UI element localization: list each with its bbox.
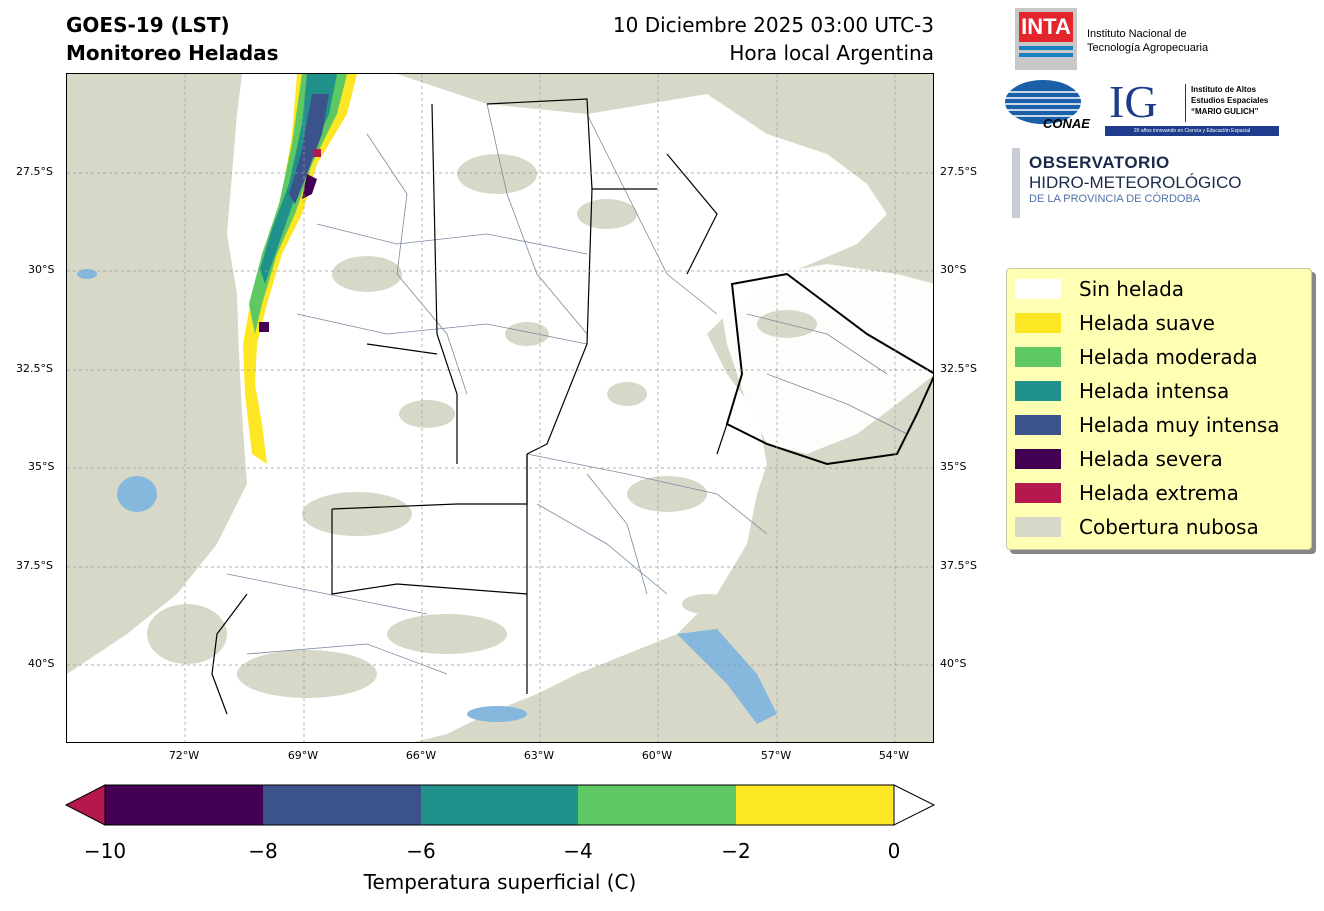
inta-mark: INTA <box>1019 12 1073 42</box>
lat-tick-right: 30°S <box>940 263 967 276</box>
lat-tick-right: 40°S <box>940 657 967 670</box>
ig-logo: IG Instituto de Altos Estudios Espaciale… <box>1105 76 1279 136</box>
legend-swatch <box>1015 449 1061 469</box>
cloud-patches <box>147 154 817 698</box>
colorbar-segment <box>578 785 736 825</box>
colorbar-tick: −6 <box>406 839 436 863</box>
observatorio-bar <box>1012 148 1020 218</box>
legend-swatch <box>1015 483 1061 503</box>
legend-swatch <box>1015 347 1061 367</box>
date-line1: 10 Diciembre 2025 03:00 UTC-3 <box>612 13 934 37</box>
ig-mark: IG <box>1109 76 1158 127</box>
observatorio-line3: DE LA PROVINCIA DE CÓRDOBA <box>1029 193 1201 205</box>
colorbar-tick: −4 <box>563 839 593 863</box>
legend-item: Helada suave <box>1015 311 1215 335</box>
inta-name-line2: Tecnología Agropecuaria <box>1087 42 1209 54</box>
lon-tick: 66°W <box>405 749 437 762</box>
ig-name-line2: Estudios Espaciales <box>1191 96 1269 105</box>
legend-item: Sin helada <box>1015 277 1184 301</box>
legend-label: Helada intensa <box>1079 379 1230 403</box>
lon-tick: 69°W <box>287 749 319 762</box>
colorbar-frame <box>104 784 895 826</box>
legend-swatch <box>1015 279 1061 299</box>
legend-label: Helada severa <box>1079 447 1223 471</box>
colorbar-under-arrow <box>64 784 106 826</box>
inta-logo: INTA <box>1015 8 1077 70</box>
ig-name-line3: “MARIO GULICH” <box>1191 107 1259 116</box>
water-bodies <box>77 269 777 724</box>
legend-swatch <box>1015 381 1061 401</box>
lon-tick: 57°W <box>760 749 792 762</box>
colorbar-segment <box>105 785 263 825</box>
lat-tick-left: 30°S <box>28 263 55 276</box>
lat-tick-left: 35°S <box>28 460 55 473</box>
department-lines <box>226 103 908 675</box>
legend-item: Helada severa <box>1015 447 1223 471</box>
graticule <box>67 74 933 742</box>
colorbar-segment <box>263 785 421 825</box>
lat-tick-right: 37.5°S <box>940 559 977 572</box>
colorbar-tick: −2 <box>721 839 751 863</box>
lon-tick: 60°W <box>641 749 673 762</box>
legend-item: Helada muy intensa <box>1015 413 1280 437</box>
lat-tick-left: 40°S <box>28 657 55 670</box>
uruguay-border <box>725 272 933 466</box>
colorbar-over-arrow <box>893 784 936 826</box>
legend-label: Helada moderada <box>1079 345 1258 369</box>
observatorio-logo: OBSERVATORIO HIDRO-METEOROLÓGICO DE LA P… <box>1029 153 1242 205</box>
lon-tick: 63°W <box>523 749 555 762</box>
frost-band <box>243 74 357 464</box>
map-canvas <box>67 74 933 742</box>
date-line2: Hora local Argentina <box>729 41 934 65</box>
legend: Sin helada Helada suave Helada moderada … <box>1006 268 1312 550</box>
conae-logo: CONAE <box>1005 78 1091 132</box>
colorbar-tick: −8 <box>248 839 278 863</box>
lat-tick-right: 35°S <box>940 460 967 473</box>
colorbar <box>64 784 936 826</box>
legend-swatch <box>1015 313 1061 333</box>
lat-tick-left: 37.5°S <box>16 559 53 572</box>
colorbar-tick: −10 <box>83 839 127 863</box>
colorbar-segment <box>421 785 578 825</box>
legend-item: Cobertura nubosa <box>1015 515 1259 539</box>
frost-map <box>66 73 934 743</box>
lon-tick: 54°W <box>878 749 910 762</box>
inta-name: Instituto Nacional de Tecnología Agropec… <box>1087 27 1208 55</box>
lat-tick-right: 27.5°S <box>940 165 977 178</box>
ig-name-line1: Instituto de Altos <box>1191 85 1257 94</box>
legend-label: Helada suave <box>1079 311 1215 335</box>
legend-item: Helada extrema <box>1015 481 1239 505</box>
legend-swatch <box>1015 517 1061 537</box>
ig-tagline: 20 años innovando en Ciencia y Educación… <box>1105 126 1279 136</box>
title-line1: GOES-19 (LST) <box>66 13 230 37</box>
colorbar-segment <box>736 785 894 825</box>
colorbar-tick: 0 <box>887 839 901 863</box>
legend-label: Cobertura nubosa <box>1079 515 1259 539</box>
colorbar-label: Temperatura superficial (C) <box>363 870 637 894</box>
legend-label: Helada extrema <box>1079 481 1239 505</box>
legend-item: Helada moderada <box>1015 345 1258 369</box>
ig-name: Instituto de Altos Estudios Espaciales “… <box>1191 84 1268 117</box>
lat-tick-left: 27.5°S <box>16 165 53 178</box>
lon-tick: 72°W <box>168 749 200 762</box>
inta-name-line1: Instituto Nacional de <box>1087 28 1187 40</box>
legend-item: Helada intensa <box>1015 379 1229 403</box>
legend-swatch <box>1015 415 1061 435</box>
legend-label: Helada muy intensa <box>1079 413 1280 437</box>
lat-tick-left: 32.5°S <box>16 362 53 375</box>
conae-wordmark: CONAE <box>1043 116 1090 131</box>
legend-label: Sin helada <box>1079 277 1185 301</box>
land-east <box>717 264 933 454</box>
lat-tick-right: 32.5°S <box>940 362 977 375</box>
observatorio-line1: OBSERVATORIO <box>1029 153 1170 172</box>
observatorio-line2: HIDRO-METEOROLÓGICO <box>1029 173 1242 192</box>
title-line2: Monitoreo Heladas <box>66 41 279 65</box>
